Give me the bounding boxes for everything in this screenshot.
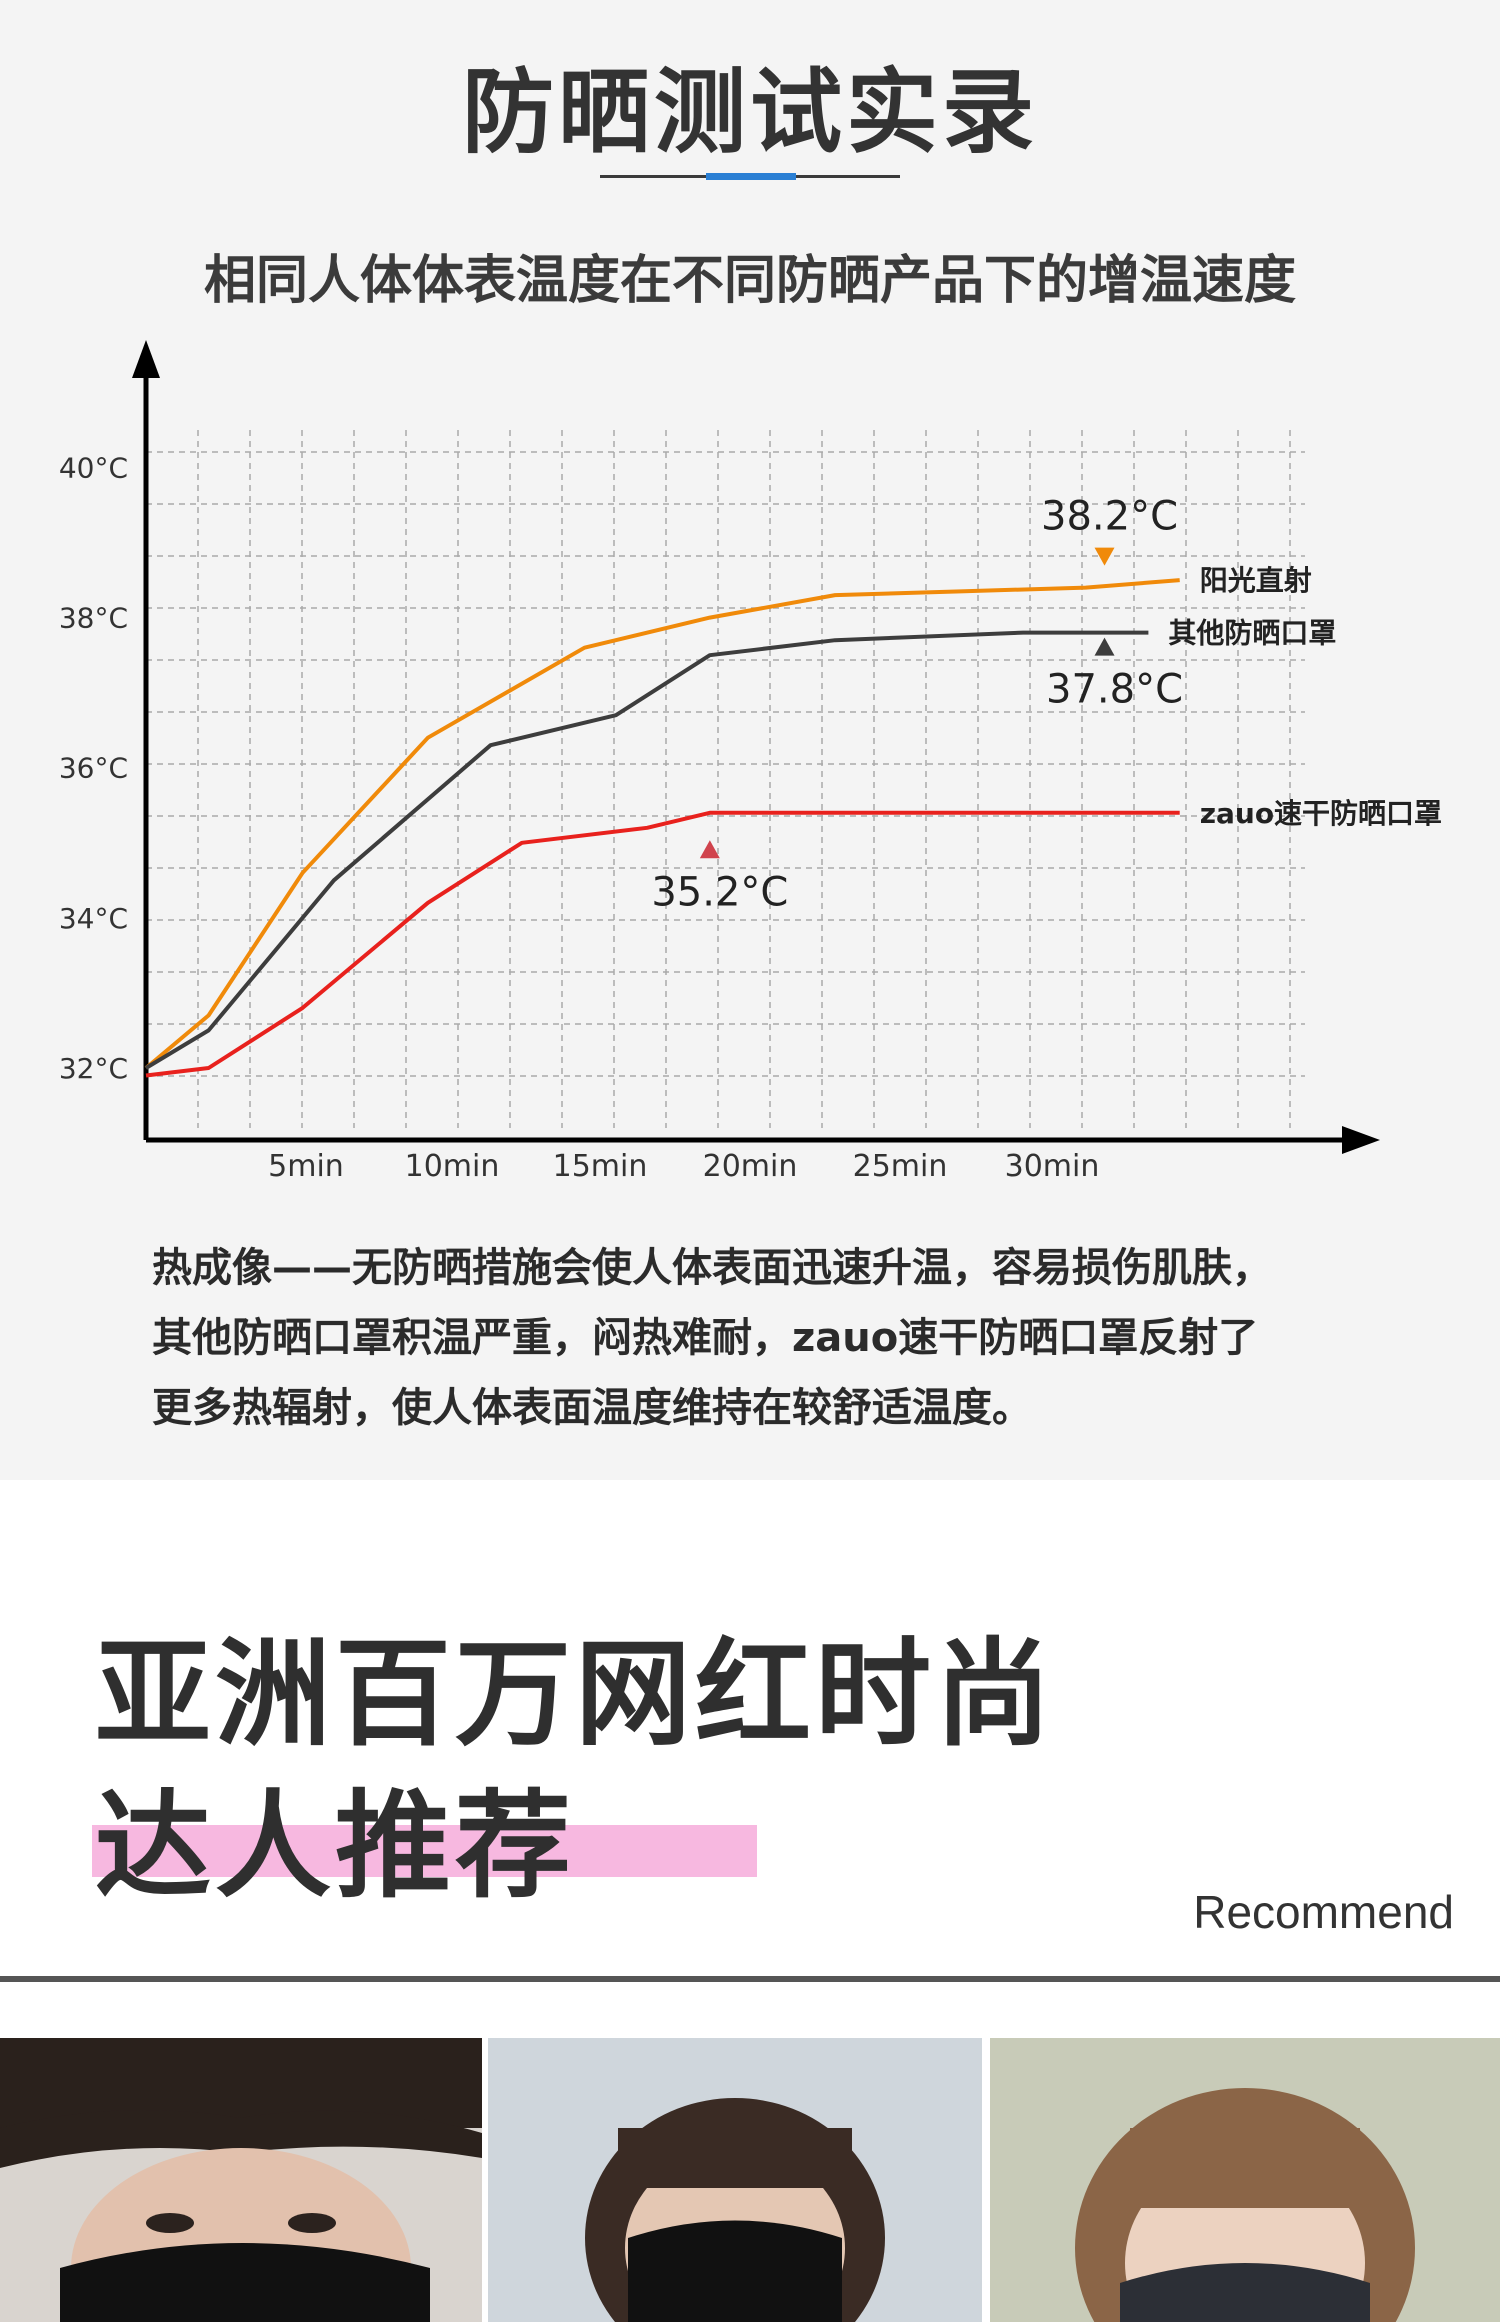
series-label: 阳光直射 bbox=[1200, 564, 1312, 597]
x-tick-label: 15min bbox=[553, 1149, 648, 1184]
title-highlight-bar bbox=[92, 1825, 757, 1877]
y-tick-label: 38°C bbox=[59, 602, 128, 635]
annotation-label: 35.2°C bbox=[651, 869, 788, 915]
chart-subtitle: 相同人体体表温度在不同防晒产品下的增温速度 bbox=[203, 251, 1296, 311]
photo-2 bbox=[488, 2038, 982, 2322]
y-axis-arrow bbox=[132, 340, 160, 378]
section-divider bbox=[0, 1976, 1500, 1982]
y-tick-label: 36°C bbox=[59, 752, 128, 785]
x-tick-label: 5min bbox=[268, 1149, 344, 1184]
photo-1 bbox=[0, 2038, 482, 2322]
description-line-1: 热成像——无防晒措施会使人体表面迅速升温，容易损伤肌肤， bbox=[152, 1245, 1272, 1291]
description-line-3: 更多热辐射，使人体表面温度维持在较舒适温度。 bbox=[152, 1385, 1032, 1431]
series-line bbox=[144, 578, 1180, 1070]
page-title: 防晒测试实录 bbox=[461, 59, 1038, 166]
recommend-label: Recommend bbox=[1193, 1886, 1454, 1938]
series-label: zauo速干防晒口罩 bbox=[1200, 797, 1442, 830]
chart-description: 热成像——无防晒措施会使人体表面迅速升温，容易损伤肌肤， 其他防晒口罩积温严重，… bbox=[152, 1233, 1412, 1443]
annotation-marker bbox=[699, 840, 720, 859]
annotation-marker bbox=[1094, 637, 1115, 656]
photo-3 bbox=[990, 2038, 1500, 2322]
section-title-line-2: 达人推荐 bbox=[95, 1779, 575, 1914]
x-tick-label: 20min bbox=[703, 1149, 798, 1184]
y-tick-label: 40°C bbox=[59, 452, 128, 485]
annotation-label: 38.2°C bbox=[1041, 494, 1178, 540]
x-tick-label: 10min bbox=[405, 1149, 500, 1184]
y-tick-label: 34°C bbox=[59, 902, 128, 935]
series-label: 其他防晒口罩 bbox=[1168, 617, 1336, 650]
title-underline-accent bbox=[706, 173, 796, 180]
description-line-2: 其他防晒口罩积温严重，闷热难耐，zauo速干防晒口罩反射了 bbox=[152, 1315, 1259, 1361]
section-title-line-1: 亚洲百万网红时尚 bbox=[95, 1627, 1055, 1762]
annotation-marker bbox=[1094, 547, 1115, 566]
temperature-chart: 32°C 34°C 36°C 38°C 40°C 5min 10min 15min 20min 2… bbox=[59, 340, 1442, 1184]
y-tick-label: 32°C bbox=[59, 1052, 128, 1085]
annotation-label: 37.8°C bbox=[1046, 667, 1183, 713]
series-line bbox=[144, 630, 1149, 1070]
x-axis-arrow bbox=[1342, 1126, 1380, 1154]
x-tick-label: 25min bbox=[853, 1149, 948, 1184]
x-tick-label: 30min bbox=[1005, 1149, 1100, 1184]
series-line bbox=[145, 810, 1180, 1078]
